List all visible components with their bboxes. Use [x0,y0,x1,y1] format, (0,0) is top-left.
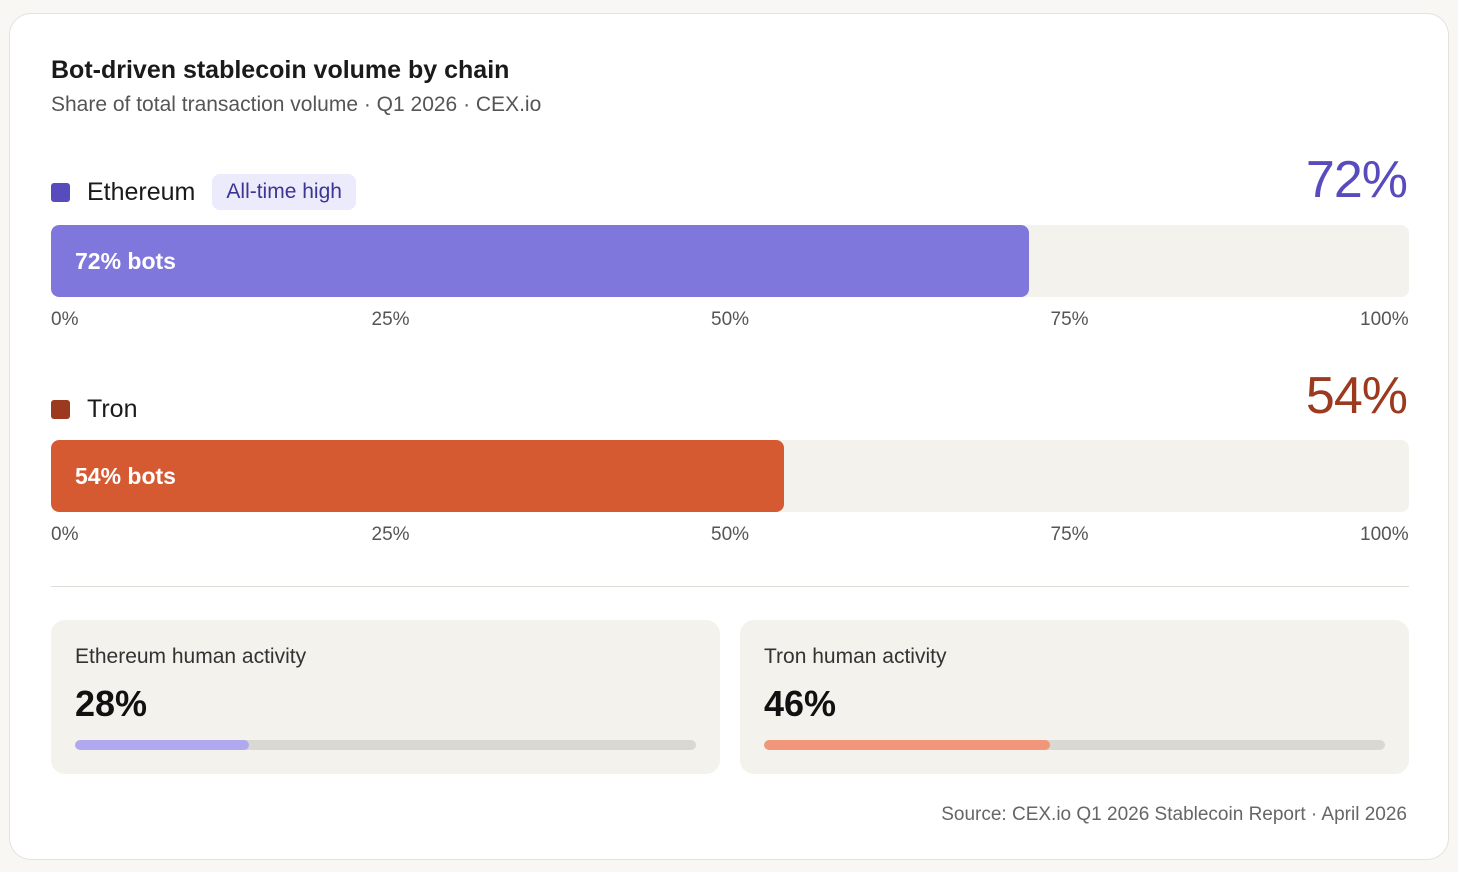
tick-label: 0% [51,524,79,545]
tron-bar [51,440,785,512]
tick-label: 25% [371,524,410,545]
tick-label: 25% [371,309,410,330]
ethereum-big-value: 72% [1305,151,1408,209]
tron-bar-label: 54% bots [75,463,176,489]
ethereum-human-bar [75,740,249,750]
tron-bar-track: 54% bots [51,440,1409,512]
ethereum-human-track [75,740,696,750]
ethereum-human-card: Ethereum human activity 28% [51,620,720,774]
chart-subtitle: Share of total transaction volume · Q1 2… [51,93,542,116]
ethereum-bar-track: 72% bots [51,225,1409,297]
chart-title: Bot-driven stablecoin volume by chain [51,56,510,84]
ethereum-axis-ticks: 0% 25% 50% 75% 100% [51,309,1409,333]
ethereum-swatch [51,182,70,202]
tick-label: 100% [1360,524,1409,545]
tron-swatch [51,400,70,419]
tron-big-value: 54% [1305,367,1408,425]
tron-legend: Tron [51,395,137,424]
source-note: Source: CEX.io Q1 2026 Stablecoin Report… [941,804,1407,825]
ethereum-bar [51,225,1029,297]
tron-human-track [764,740,1385,750]
tick-label: 100% [1360,309,1409,330]
tick-label: 50% [711,309,750,330]
tron-human-label: Tron human activity [764,645,947,668]
ethereum-human-value: 28% [75,683,148,724]
ethereum-human-label: Ethereum human activity [75,645,307,668]
tron-human-bar [764,740,1050,750]
tron-axis-ticks: 0% 25% 50% 75% 100% [51,524,1409,548]
divider [51,586,1409,587]
all-time-high-badge: All-time high [212,174,356,210]
tick-label: 75% [1050,309,1089,330]
tron-human-value: 46% [764,683,837,724]
tron-name: Tron [87,395,138,423]
ethereum-bar-label: 72% bots [75,248,176,274]
tick-label: 0% [51,309,79,330]
chart-card: Bot-driven stablecoin volume by chain Sh… [9,13,1449,860]
tron-human-card: Tron human activity 46% [740,620,1409,774]
tick-label: 75% [1050,524,1089,545]
ethereum-name: Ethereum [87,177,196,206]
ethereum-legend: Ethereum All-time high [51,174,356,210]
tick-label: 50% [711,524,750,545]
